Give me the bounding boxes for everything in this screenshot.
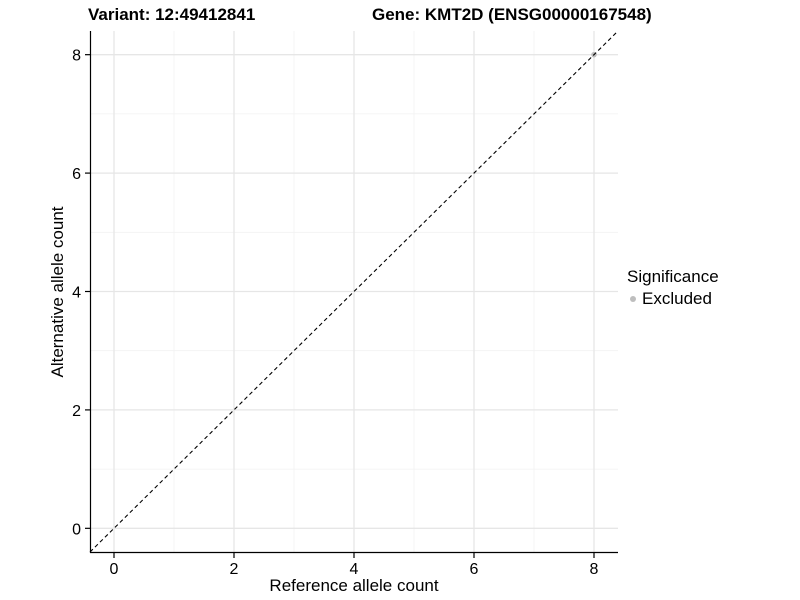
legend: Significance Excluded: [627, 266, 719, 309]
y-tick-label: 2: [72, 403, 81, 420]
legend-item-excluded: Excluded: [627, 289, 719, 309]
identity-line: [89, 30, 619, 553]
legend-title: Significance: [627, 267, 719, 286]
x-tick-label: 2: [230, 561, 239, 578]
legend-items: Excluded: [627, 289, 719, 309]
variant-title: Variant: 12:49412841: [88, 5, 256, 24]
gene-title: Gene: KMT2D (ENSG00000167548): [372, 5, 652, 24]
y-tick-label: 4: [72, 285, 81, 302]
y-tick-label: 8: [72, 48, 81, 65]
x-tick-label: 0: [110, 561, 119, 578]
x-axis-label: Reference allele count: [269, 576, 439, 595]
x-tick-label: 4: [350, 561, 359, 578]
y-tick-label: 6: [72, 166, 81, 183]
y-axis-label: Alternative allele count: [48, 206, 67, 378]
x-tick-label: 6: [470, 561, 479, 578]
legend-item-label: Excluded: [642, 289, 712, 308]
x-tick-label: 8: [590, 561, 599, 578]
y-tick-label: 0: [72, 521, 81, 538]
legend-point-marker: [630, 296, 636, 302]
